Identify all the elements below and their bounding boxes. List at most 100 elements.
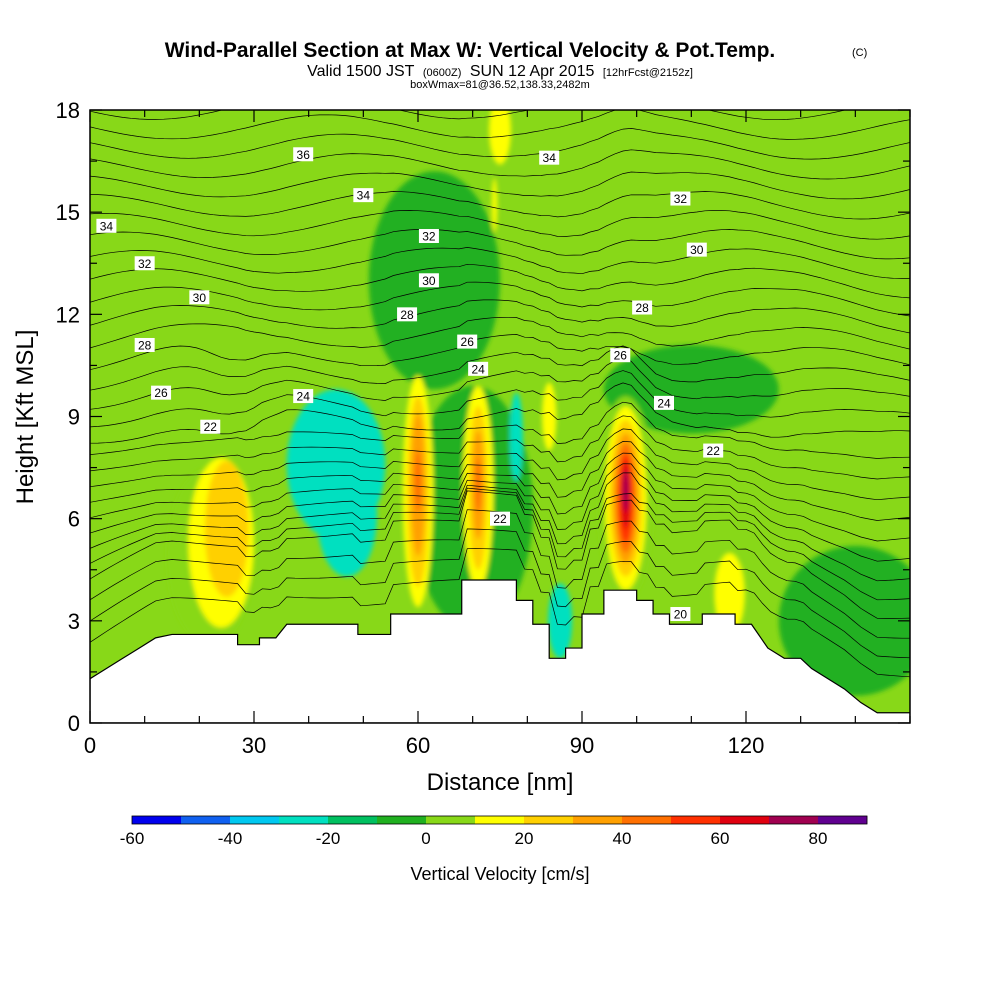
subtitle-utc-time: (0600Z) [423,67,462,79]
subtitle-date: SUN 12 Apr 2015 [470,63,595,80]
theta-line-19 [90,281,910,317]
theta-label-0: 36 [293,147,314,162]
theta-line-22 [90,228,910,260]
theta-line-10 [90,415,910,480]
velocity-cell-6 [509,392,523,482]
theta-label-text: 26 [154,386,168,400]
potential-temperature-labels: 36 34 34 34 32 32 32 30 30 30 28 28 28 26 26 26 24 24 24 22… [96,147,724,622]
theta-label-text: 22 [493,512,507,526]
theta-label-19: 22 [200,419,221,434]
colorbar-swatch-6 [426,816,476,824]
x-axis: 0 30 60 90 120 [84,110,911,758]
plot-area [90,110,910,723]
theta-label-15: 26 [610,348,631,363]
chart-subtitle: Valid 1500 JST (0600Z) SUN 12 Apr 2015 [… [307,63,693,80]
theta-label-text: 26 [461,335,475,349]
theta-line-20 [90,263,910,299]
theta-label-text: 30 [193,291,207,305]
theta-label-text: 24 [297,390,311,404]
colorbar-swatch-12 [720,816,770,824]
colorbar-tick-label: 0 [421,829,430,848]
y-tick-label: 0 [68,711,80,736]
theta-line-18 [90,299,910,334]
theta-label-10: 28 [134,337,155,352]
chart-subtitle-box-wmax: boxWmax=81@36.52,138.33,2482m [410,79,590,91]
subtitle-valid-time: Valid 1500 JST [307,63,415,80]
velocity-cell-18 [475,457,481,512]
colorbar-swatch-13 [769,816,819,824]
theta-label-text: 20 [674,608,688,622]
colorbar-swatch-4 [328,816,378,824]
theta-line-29 [90,110,847,121]
theta-label-text: 32 [138,257,152,271]
theta-label-13: 26 [151,385,172,400]
theta-line-6 [90,463,910,562]
x-tick-label: 60 [406,733,430,758]
velocity-cell-30 [491,178,498,233]
theta-line-21 [90,247,910,279]
theta-label-3: 34 [96,218,117,233]
colorbar-tick-label: 80 [809,829,828,848]
copyright-mark: (C) [852,47,867,59]
colorbar-swatch-14 [818,816,868,824]
theta-line-3 [90,490,910,619]
colorbar-tick-label: 20 [515,829,534,848]
theta-label-text: 28 [635,301,649,315]
theta-line-1 [90,528,910,659]
theta-label-21: 22 [703,443,724,458]
theta-line-16 [90,334,910,371]
theta-line-26 [90,149,910,180]
x-tick-label: 90 [570,733,594,758]
theta-line-13 [90,370,910,428]
velocity-cell-4 [316,453,377,577]
x-tick-label: 120 [728,733,765,758]
theta-label-text: 24 [471,362,485,376]
theta-label-text: 32 [422,230,436,244]
theta-label-text: 28 [138,338,152,352]
theta-label-text: 32 [674,192,688,206]
theta-label-text: 28 [400,308,414,322]
velocity-cell-28 [542,382,557,451]
velocity-cell-7 [548,583,573,659]
theta-label-2: 34 [539,150,560,165]
x-tick-label: 0 [84,733,96,758]
x-axis-label: Distance [nm] [427,769,574,796]
theta-label-9: 30 [686,242,707,257]
theta-line-27 [90,128,910,160]
theta-label-5: 32 [418,229,439,244]
theta-line-4 [90,487,910,601]
theta-line-24 [90,191,910,220]
theta-label-text: 34 [357,189,371,203]
theta-label-17: 24 [468,361,489,376]
theta-line-5 [90,472,910,582]
colorbar-swatch-9 [573,816,623,824]
y-tick-label: 3 [68,609,80,634]
colorbar-swatch-2 [230,816,280,824]
y-axis-label: Height [Kft MSL] [12,330,39,505]
colorbar-tick-label: -20 [316,829,341,848]
theta-line-15 [90,345,910,391]
theta-label-1: 34 [353,188,374,203]
theta-label-text: 34 [543,151,557,165]
theta-line-9 [90,428,910,501]
velocity-cell-14 [414,450,422,512]
colorbar-tick-label: -60 [120,829,145,848]
theta-label-12: 28 [632,300,653,315]
velocity-cell-3 [603,344,779,434]
colorbar-swatch-1 [181,816,231,824]
theta-label-text: 30 [690,243,704,257]
colorbar-tick-label: 60 [711,829,730,848]
theta-label-7: 30 [189,290,210,305]
y-tick-label: 15 [56,200,80,225]
colorbar-swatch-8 [524,816,574,824]
theta-label-14: 26 [457,334,478,349]
theta-label-text: 24 [657,396,671,410]
theta-label-8: 30 [418,273,439,288]
theta-label-18: 24 [654,395,674,410]
colorbar-swatch-10 [622,816,672,824]
theta-line-7 [90,452,910,542]
theta-label-text: 26 [614,349,628,363]
velocity-cell-10 [204,460,249,597]
theta-label-20: 22 [490,511,510,526]
